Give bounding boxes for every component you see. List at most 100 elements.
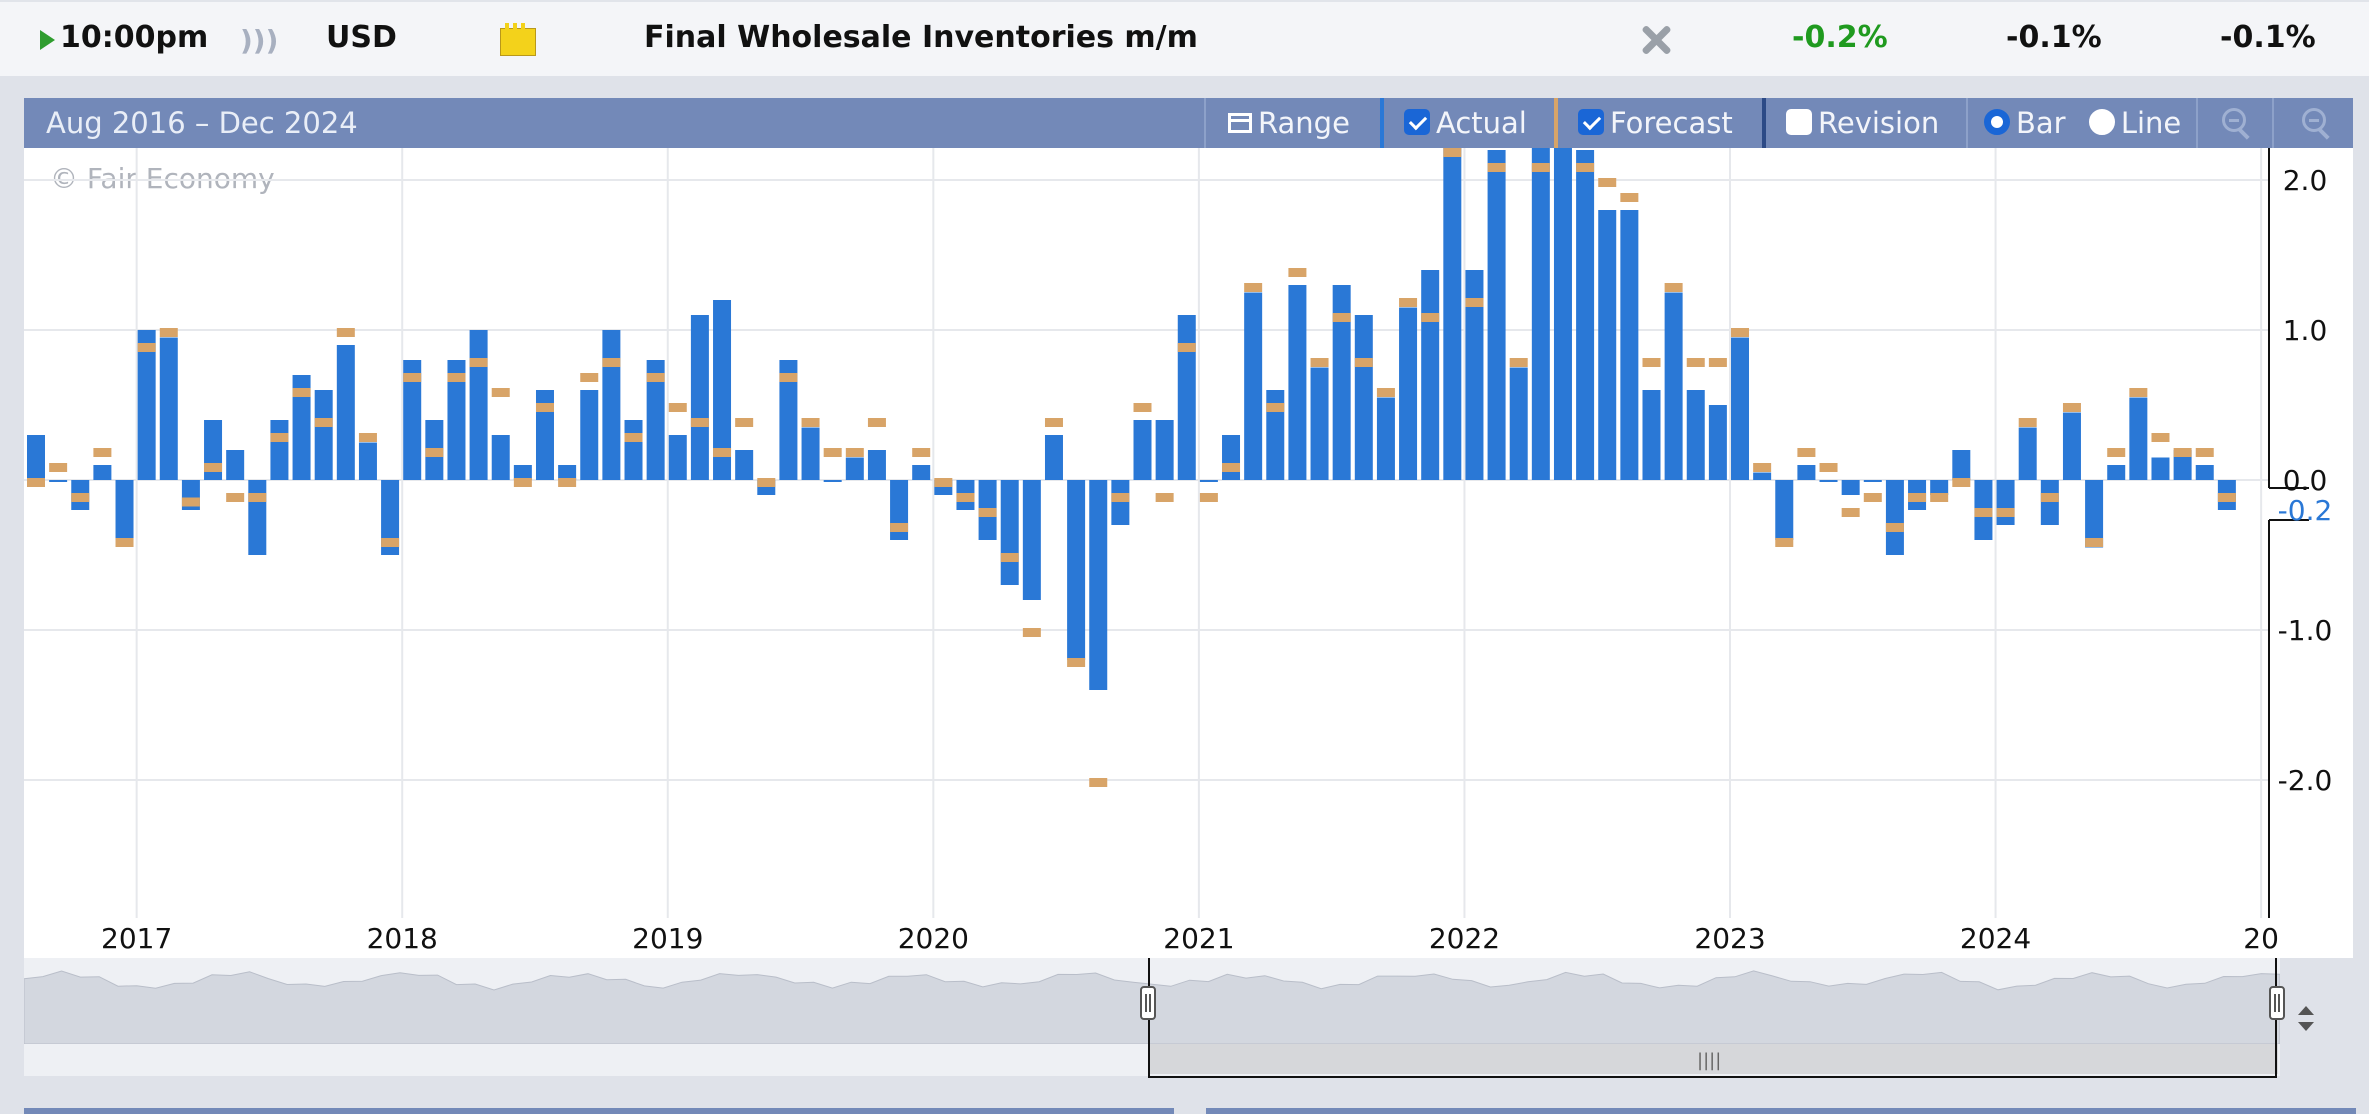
forecast-marker: [1421, 313, 1440, 322]
actual-toggle-label: Actual: [1436, 106, 1527, 140]
bar-actual: [2151, 457, 2170, 480]
bar-actual: [1111, 480, 1130, 525]
x-tick-label: 20: [2243, 922, 2279, 955]
forecast-marker: [845, 448, 864, 457]
forecast-marker: [934, 478, 953, 487]
forecast-marker: [890, 523, 909, 532]
forecast-marker: [602, 358, 621, 367]
bar-actual: [1244, 292, 1263, 480]
close-icon[interactable]: [1640, 24, 1672, 56]
forecast-marker: [624, 433, 643, 442]
forecast-marker: [1044, 418, 1063, 427]
forecast-marker: [1996, 508, 2015, 517]
forecast-marker: [425, 448, 444, 457]
forecast-marker: [469, 358, 488, 367]
calendar-icon: [1228, 113, 1252, 133]
forecast-marker: [978, 508, 997, 517]
navigator-scrollbar[interactable]: ||||: [1149, 1044, 2278, 1074]
bar-actual: [668, 435, 687, 480]
forecast-marker: [1000, 553, 1019, 562]
forecast-marker: [1022, 628, 1041, 637]
bar-actual: [314, 390, 333, 480]
forecast-marker: [314, 418, 333, 427]
bar-actual: [1332, 285, 1351, 480]
bar-radio[interactable]: [1984, 109, 2010, 135]
bar-actual: [115, 480, 134, 540]
bar-actual: [779, 360, 798, 480]
bar-actual: [1443, 148, 1462, 480]
forecast-marker: [292, 388, 311, 397]
forecast-marker: [1974, 508, 1993, 517]
forecast-checkbox[interactable]: [1578, 109, 1604, 135]
bar-actual: [1399, 307, 1418, 480]
forecast-marker: [1288, 268, 1307, 277]
bar-actual: [270, 420, 289, 480]
bar-actual: [1930, 480, 1949, 495]
forecast-marker: [1199, 493, 1218, 502]
bar-actual: [867, 450, 886, 480]
forecast-marker: [2018, 418, 2037, 427]
forecast-marker: [1731, 328, 1750, 337]
forecast-marker: [381, 538, 400, 547]
range-navigator[interactable]: ||||: [23, 958, 2353, 1084]
forecast-marker: [270, 433, 289, 442]
forecast-marker: [403, 373, 422, 382]
forecast-toggle-label: Forecast: [1610, 106, 1733, 140]
forecast-toggle[interactable]: Forecast: [1558, 98, 1762, 148]
play-icon[interactable]: [40, 30, 55, 50]
bar-actual: [358, 442, 377, 480]
up-down-arrow-icon[interactable]: [2296, 1006, 2316, 1036]
revision-checkbox[interactable]: [1786, 109, 1812, 135]
forecast-marker: [1332, 313, 1351, 322]
bottom-panel-edge-right: [1206, 1108, 2356, 1114]
date-range-label: Aug 2016 – Dec 2024: [46, 106, 358, 140]
scrollbar-grip-icon[interactable]: ||||: [1697, 1050, 1722, 1071]
bar-actual: [513, 465, 532, 480]
x-tick-label: 2017: [101, 922, 172, 955]
revision-toggle[interactable]: Revision: [1766, 98, 1966, 148]
forecast-marker: [1686, 358, 1705, 367]
bar-actual: [1996, 480, 2015, 525]
x-tick-label: 2021: [1163, 922, 1234, 955]
line-radio-label[interactable]: Line: [2120, 106, 2182, 140]
bar-actual: [801, 427, 820, 480]
forecast-marker: [1354, 358, 1373, 367]
y-tick-label: -1.0: [2278, 614, 2333, 647]
navigator-right-handle[interactable]: [2269, 986, 2285, 1020]
bar-radio-label[interactable]: Bar: [2016, 106, 2066, 140]
forecast-marker: [1133, 403, 1152, 412]
forecast-marker: [1753, 463, 1772, 472]
forecast-color-swatch: [1554, 98, 1558, 148]
bar-actual: [1155, 420, 1174, 480]
forecast-marker: [1620, 193, 1639, 202]
forecast-marker: [1908, 493, 1927, 502]
range-button[interactable]: Range: [1204, 98, 1380, 148]
event-title[interactable]: Final Wholesale Inventories m/m: [644, 20, 1198, 55]
x-tick-label: 2020: [898, 922, 969, 955]
actual-toggle[interactable]: Actual: [1384, 98, 1554, 148]
forecast-marker: [2040, 493, 2059, 502]
bar-actual: [735, 450, 754, 480]
actual-checkbox[interactable]: [1404, 109, 1430, 135]
forecast-marker: [713, 448, 732, 457]
bar-actual: [159, 337, 178, 480]
bar-actual: [1598, 210, 1617, 480]
sound-icon[interactable]: ))): [240, 24, 279, 57]
forecast-marker: [912, 448, 931, 457]
event-actual: -0.2%: [1792, 20, 1888, 55]
navigator-left-handle[interactable]: [1140, 986, 1156, 1020]
event-time: 10:00pm: [60, 20, 209, 55]
navigator-window[interactable]: [1140, 958, 2285, 1078]
forecast-marker: [159, 328, 178, 337]
bar-actual: [137, 330, 156, 480]
forecast-marker: [1841, 508, 1860, 517]
forecast-marker: [447, 373, 466, 382]
x-tick-label: 2024: [1960, 922, 2031, 955]
zoom-out-button[interactable]: [2272, 98, 2353, 148]
zoom-in-button[interactable]: [2196, 98, 2272, 148]
line-radio[interactable]: [2088, 109, 2115, 135]
bar-actual: [1222, 435, 1241, 480]
right-y-axis: [2269, 148, 2353, 958]
bar-actual: [1310, 367, 1329, 480]
